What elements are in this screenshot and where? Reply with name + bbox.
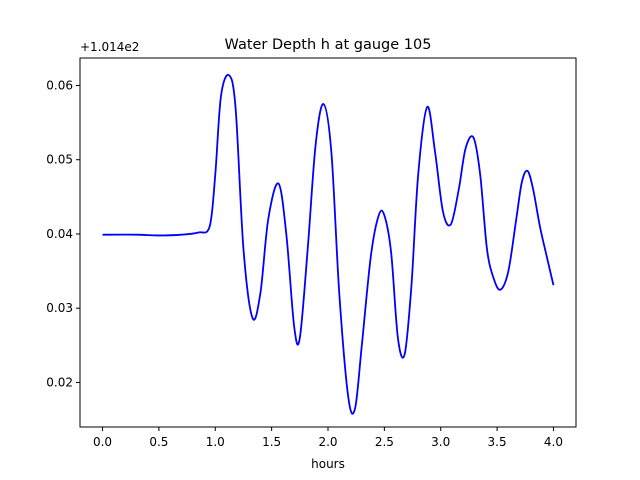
y-tick-label: 0.05 [46, 153, 73, 167]
x-axis: 0.0 0.5 1.0 1.5 2.0 2.5 3.0 3.5 4.0 [93, 427, 563, 449]
y-tick-label: 0.06 [46, 78, 73, 92]
x-tick-label: 3.0 [431, 435, 450, 449]
x-axis-label: hours [311, 457, 345, 471]
x-tick-label: 4.0 [544, 435, 563, 449]
x-tick-label: 1.0 [206, 435, 225, 449]
chart-title: Water Depth h at gauge 105 [225, 37, 432, 53]
series-line-water-depth [102, 73, 555, 415]
y-axis: 0.02 0.03 0.04 0.05 0.06 [46, 78, 80, 389]
plot-frame [79, 57, 577, 428]
x-tick-label: 2.5 [375, 435, 394, 449]
y-offset-text: +1.014e2 [80, 40, 139, 54]
y-tick-label: 0.02 [46, 375, 73, 389]
x-tick-label: 2.0 [318, 435, 337, 449]
y-tick-label: 0.04 [46, 227, 73, 241]
y-tick-label: 0.03 [46, 301, 73, 315]
x-tick-label: 1.5 [262, 435, 281, 449]
x-tick-label: 0.5 [149, 435, 168, 449]
x-tick-label: 0.0 [93, 435, 112, 449]
x-tick-label: 3.5 [488, 435, 507, 449]
